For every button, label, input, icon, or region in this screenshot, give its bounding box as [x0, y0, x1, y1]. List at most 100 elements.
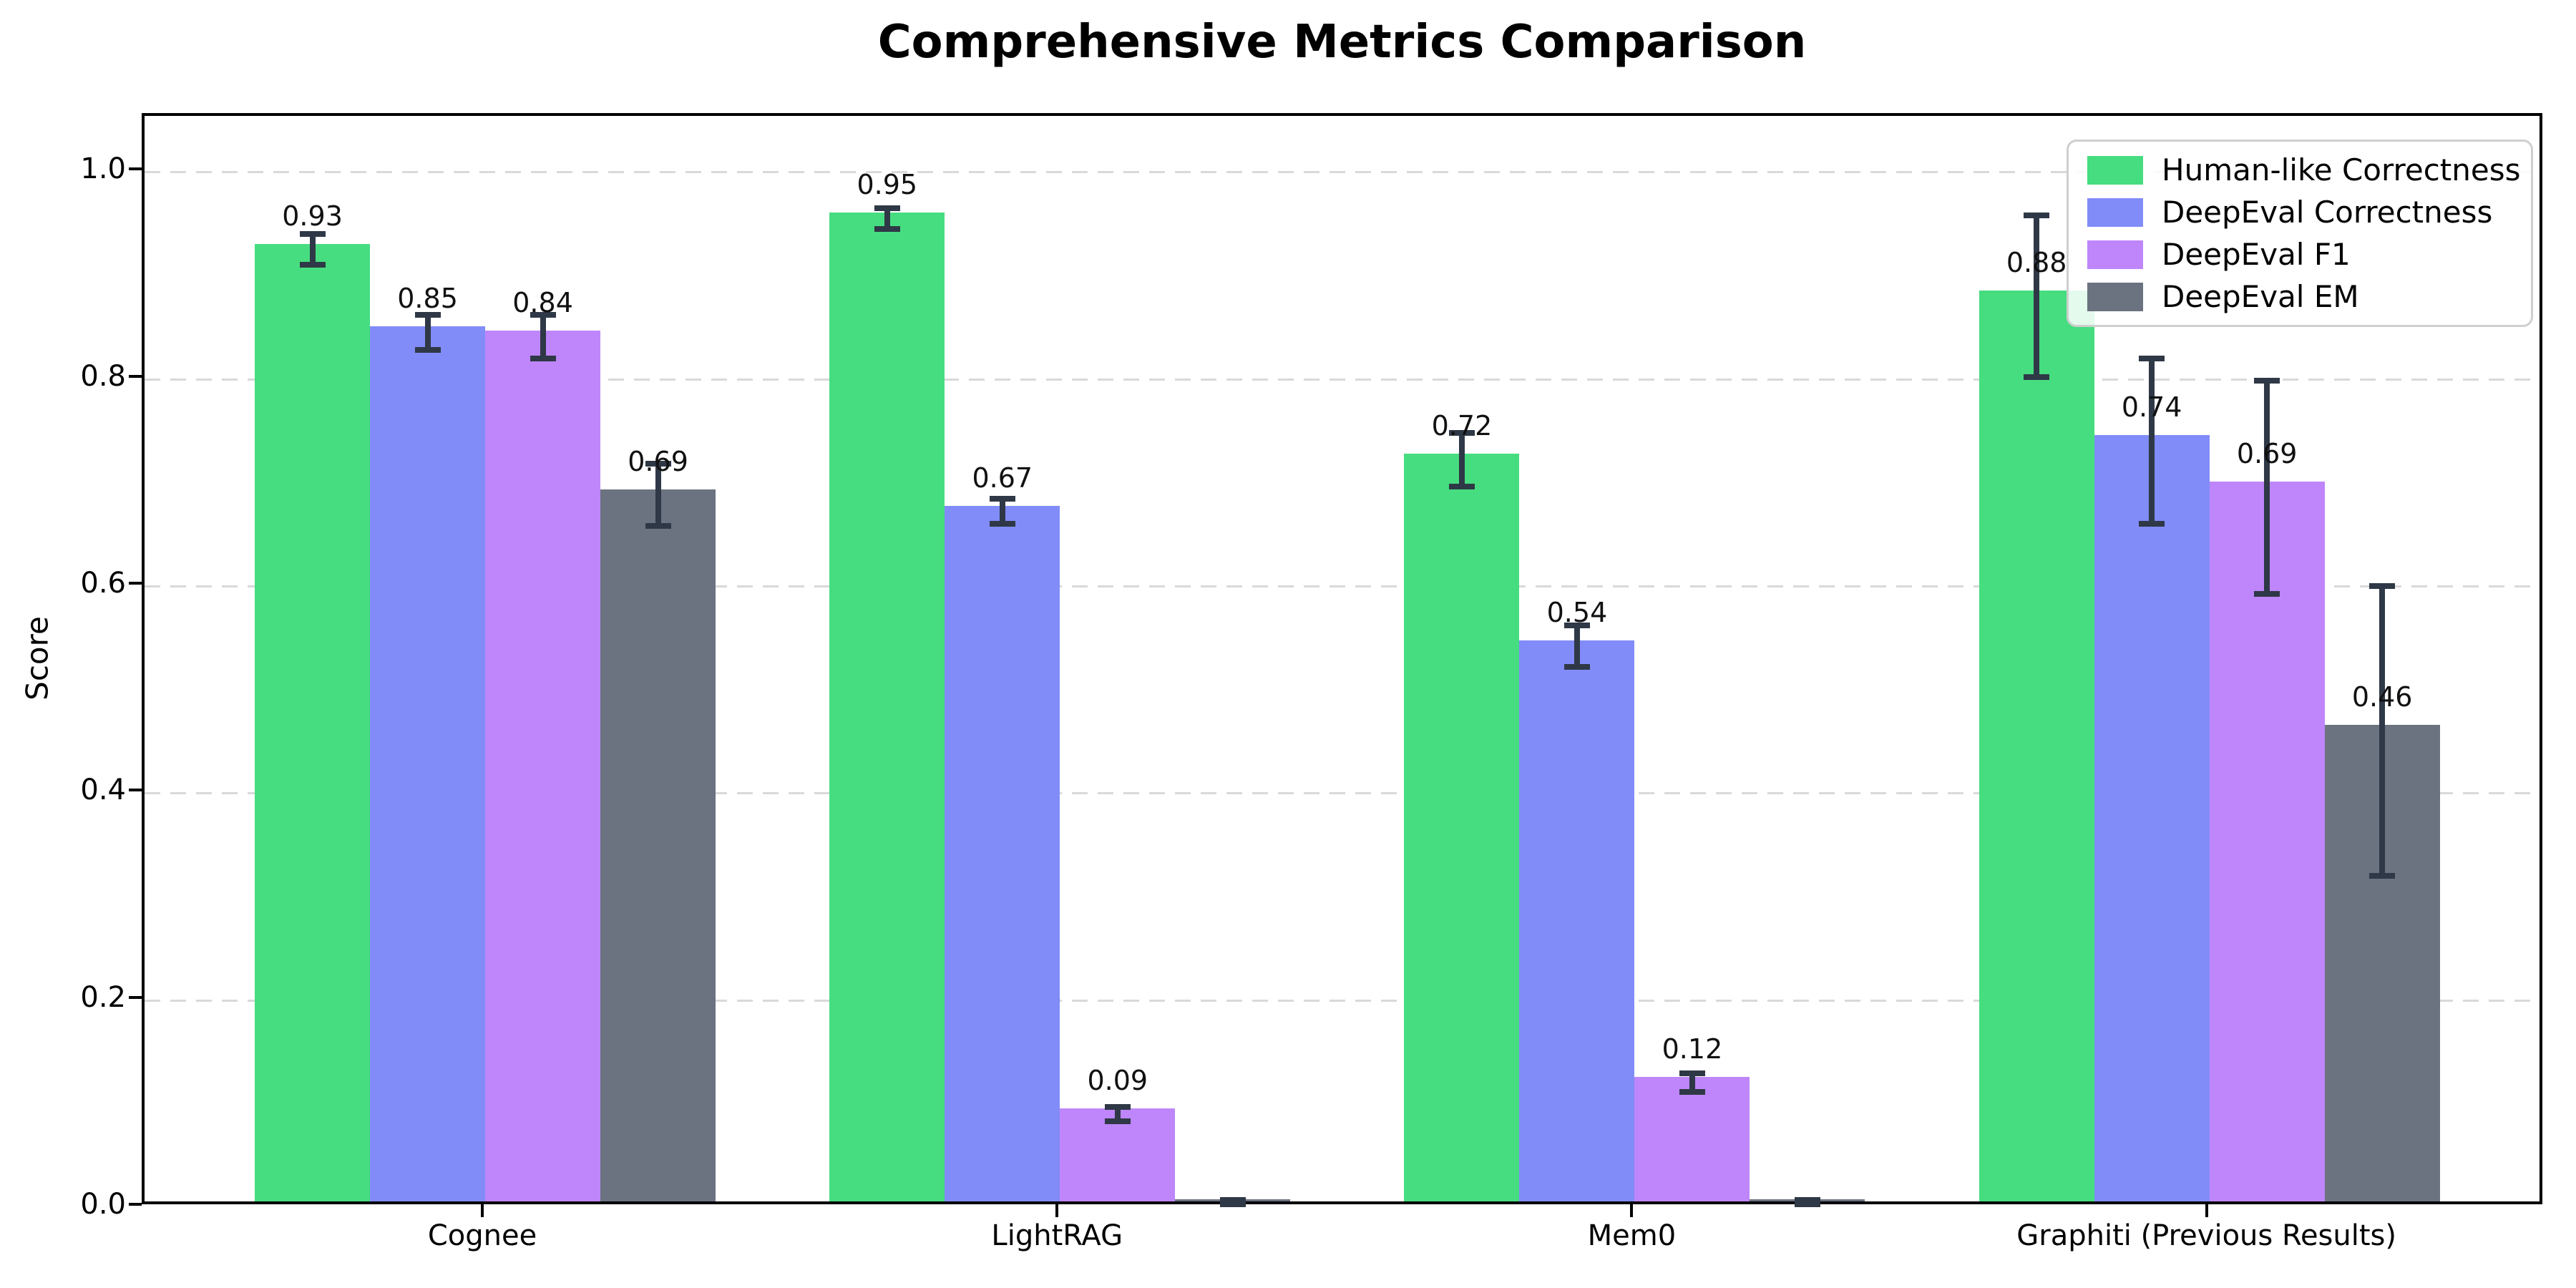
y-tick-mark [129, 581, 142, 585]
x-tick-mark [1055, 1204, 1059, 1217]
y-axis-label: Score [19, 616, 55, 701]
value-label: 0.54 [1546, 596, 1608, 628]
error-bar-line [1458, 432, 1465, 487]
error-bar-cap-top [2369, 582, 2396, 589]
error-bar-line [424, 314, 431, 350]
gridline [145, 171, 2540, 174]
y-tick-mark [129, 1203, 142, 1206]
error-bar-cap-bottom [2139, 521, 2165, 527]
bar-series0-cat2 [1404, 454, 1520, 1201]
error-bar-line [2034, 215, 2040, 377]
error-bar-cap-top [2024, 212, 2050, 218]
error-bar-line [309, 233, 316, 265]
error-bar-cap-top [2254, 378, 2280, 384]
value-label: 0.69 [2236, 438, 2298, 470]
gridline [145, 792, 2540, 795]
error-bar-line [1689, 1073, 1695, 1093]
error-bar-cap-bottom [874, 225, 900, 232]
y-tick-mark [129, 167, 142, 171]
bar-series1-cat0 [370, 326, 486, 1201]
error-bar-cap-bottom [2254, 591, 2280, 597]
error-bar-cap-top [1563, 622, 1590, 628]
error-bar-line [2264, 381, 2270, 595]
gridline [145, 999, 2540, 1002]
error-bar-cap-bottom [1104, 1118, 1131, 1124]
y-tick-label: 0.8 [80, 359, 126, 393]
legend-row-1: DeepEval Correctness [2087, 195, 2512, 230]
error-bar-line [540, 314, 546, 358]
bar-series1-cat2 [1519, 640, 1635, 1201]
legend-label: DeepEval F1 [2162, 237, 2351, 272]
bar-series2-cat3 [2209, 482, 2325, 1201]
error-bar-cap-top [414, 311, 441, 318]
legend-label: Human-like Correctness [2162, 152, 2521, 187]
error-bar-line [1114, 1106, 1121, 1121]
error-bar-cap-top [1219, 1196, 1246, 1203]
x-tick-mark [2205, 1204, 2208, 1217]
y-tick-mark [129, 789, 142, 792]
value-label: 0.67 [972, 462, 1033, 494]
error-bar-line [655, 464, 661, 526]
value-label: 0.46 [2351, 681, 2413, 713]
bar-series0-cat3 [1979, 290, 2094, 1201]
y-tick-label: 0.6 [80, 566, 126, 600]
error-bar-cap-bottom [1448, 483, 1475, 489]
legend-label: DeepEval Correctness [2162, 195, 2493, 230]
error-bar-cap-bottom [299, 262, 326, 268]
value-label: 0.84 [512, 287, 573, 319]
y-tick-mark [129, 374, 142, 378]
error-bar-cap-top [1679, 1070, 1705, 1077]
error-bar-line [999, 499, 1005, 525]
value-label: 0.95 [857, 169, 918, 201]
error-bar-cap-bottom [1219, 1201, 1246, 1207]
legend-row-2: DeepEval F1 [2087, 237, 2512, 272]
error-bar-cap-bottom [1563, 663, 1590, 670]
y-tick-label: 1.0 [80, 152, 126, 186]
error-bar-cap-bottom [530, 355, 556, 361]
y-tick-label: 0.2 [80, 980, 126, 1014]
error-bar-cap-top [1448, 429, 1475, 436]
bar-series2-cat0 [485, 331, 601, 1201]
value-label: 0.93 [282, 200, 343, 232]
value-label: 0.12 [1662, 1033, 1723, 1065]
value-label: 0.85 [397, 283, 458, 315]
x-tick-mark [481, 1204, 484, 1217]
legend: Human-like Correctness DeepEval Correctne… [2067, 140, 2533, 327]
x-tick-label: Graphiti (Previous Results) [2016, 1219, 2396, 1252]
error-bar-cap-top [2139, 355, 2165, 361]
value-label: 0.72 [1431, 410, 1493, 442]
bar-series3-cat0 [600, 489, 716, 1201]
bar-series1-cat1 [945, 505, 1060, 1201]
x-tick-label: LightRAG [991, 1219, 1123, 1252]
gridline [145, 378, 2540, 381]
error-bar-cap-bottom [414, 346, 441, 353]
legend-label: DeepEval EM [2162, 279, 2359, 314]
value-label: 0.69 [628, 445, 688, 477]
value-label: 0.74 [2121, 391, 2182, 424]
error-bar-cap-top [874, 205, 900, 211]
error-bar-line [2379, 585, 2386, 876]
y-tick-mark [129, 995, 142, 999]
error-bar-cap-bottom [1794, 1201, 1820, 1207]
y-tick-label: 0.0 [80, 1188, 126, 1221]
gridline [145, 585, 2540, 587]
error-bar-line [2149, 358, 2155, 525]
error-bar-cap-bottom [2369, 873, 2396, 879]
legend-swatch [2087, 240, 2143, 269]
legend-swatch [2087, 282, 2143, 311]
bar-series0-cat0 [255, 243, 371, 1201]
error-bar-cap-bottom [989, 521, 1015, 527]
error-bar-cap-bottom [645, 522, 671, 529]
error-bar-cap-top [530, 311, 556, 318]
value-label: 0.88 [2006, 246, 2067, 278]
x-tick-mark [1630, 1204, 1634, 1217]
bar-series1-cat3 [2094, 435, 2210, 1201]
error-bar-line [1574, 625, 1580, 667]
error-bar-line [884, 208, 890, 229]
error-bar-cap-top [299, 230, 326, 237]
legend-swatch [2087, 197, 2143, 227]
legend-swatch [2087, 155, 2143, 185]
chart-title: Comprehensive Metrics Comparison [877, 16, 1807, 69]
legend-row-3: DeepEval EM [2087, 279, 2512, 314]
